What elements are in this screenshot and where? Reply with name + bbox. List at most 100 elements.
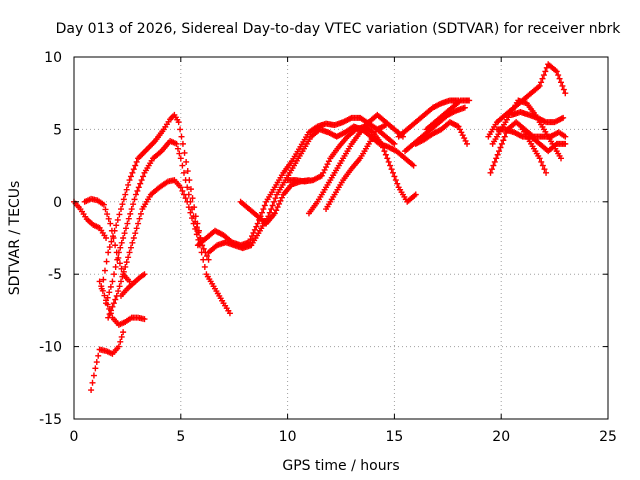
data-point-marker [135,184,142,191]
data-point-marker [125,181,132,188]
data-point-marker [184,198,191,205]
data-point-marker [112,263,119,270]
data-point-marker [382,151,389,158]
data-point-marker [127,173,134,180]
y-tick-label: 5 [53,122,62,138]
data-point-marker [110,300,117,307]
y-tick-label: -10 [39,340,62,356]
data-point-marker [106,311,113,318]
data-point-marker [562,133,569,140]
data-point-marker [122,263,129,270]
data-point-marker [258,209,265,216]
data-point-marker [175,119,182,126]
data-point-marker [102,206,109,213]
data-point-marker [130,235,137,241]
data-point-marker [109,278,116,285]
series-arc-5 [96,278,148,328]
data-point-marker [176,150,183,157]
data-point-marker [254,220,261,227]
data-point-marker [247,236,254,243]
data-point-marker [128,206,135,213]
data-point-marker [118,239,125,246]
data-point-marker [497,144,504,151]
data-point-marker [92,365,99,372]
data-point-marker [138,177,145,184]
data-point-marker [117,244,124,251]
data-point-marker [200,245,207,252]
data-point-marker [120,329,127,336]
data-point-marker [114,216,121,223]
data-point-marker [132,162,139,169]
data-point-marker [89,379,96,386]
data-point-marker [184,168,191,175]
data-point-marker [491,158,498,165]
data-point-marker [226,310,233,317]
data-point-marker [277,197,284,204]
data-point-marker [107,220,114,227]
data-point-marker [560,86,567,93]
data-point-marker [107,310,114,317]
data-point-marker [555,72,562,79]
data-point-marker [187,209,194,216]
data-point-marker [104,301,111,308]
data-point-marker [88,387,95,394]
data-point-marker [125,215,132,222]
data-point-marker [187,186,194,193]
plot-frame [73,56,609,420]
data-point-marker [384,155,391,162]
data-point-marker [181,169,188,176]
data-point-marker [562,90,569,97]
data-point-marker [488,166,495,173]
data-point-marker [271,210,278,217]
data-point-marker [108,238,115,245]
data-point-marker [182,177,189,184]
data-point-marker [388,166,395,173]
data-point-marker [137,210,144,217]
data-point-marker [174,145,181,152]
data-point-marker [382,122,389,129]
data-point-marker [391,173,398,180]
data-point-marker [95,352,102,359]
data-point-marker [464,140,471,147]
data-point-marker [111,271,118,278]
series-arc-8 [117,271,148,299]
data-point-marker [540,72,547,79]
data-point-marker [192,225,199,232]
data-point-marker [266,209,273,216]
data-point-marker [132,230,139,237]
series-arc-3 [105,177,233,321]
series-arc-23 [508,109,567,126]
data-point-marker [272,195,279,202]
data-point-marker [108,227,115,234]
data-point-marker [189,206,196,213]
data-point-marker [538,79,545,86]
data-point-marker [273,207,280,214]
data-point-marker [99,287,106,294]
data-point-marker [201,263,208,270]
data-point-marker [183,158,190,165]
data-point-marker [173,140,180,147]
data-point-marker [110,235,117,241]
data-point-marker [189,195,196,202]
data-point-marker [558,79,565,86]
data-point-marker [205,256,212,263]
data-point-marker [378,140,385,147]
data-point-marker [103,258,110,265]
data-point-marker [101,292,108,299]
data-point-marker [98,283,105,290]
series-arc-4 [88,329,127,394]
data-point-marker [260,206,267,213]
data-point-marker [116,260,123,267]
x-tick-label: 10 [279,429,297,445]
data-point-marker [100,201,107,208]
data-point-marker [112,296,119,303]
data-point-marker [177,155,184,162]
data-point-marker [115,288,122,295]
data-point-marker [126,177,133,184]
data-point-marker [116,211,123,218]
x-axis-label: GPS time / hours [282,458,399,474]
data-point-marker [121,230,128,237]
data-point-marker [496,148,503,155]
data-point-marker [278,194,285,201]
data-point-marker [559,82,566,89]
